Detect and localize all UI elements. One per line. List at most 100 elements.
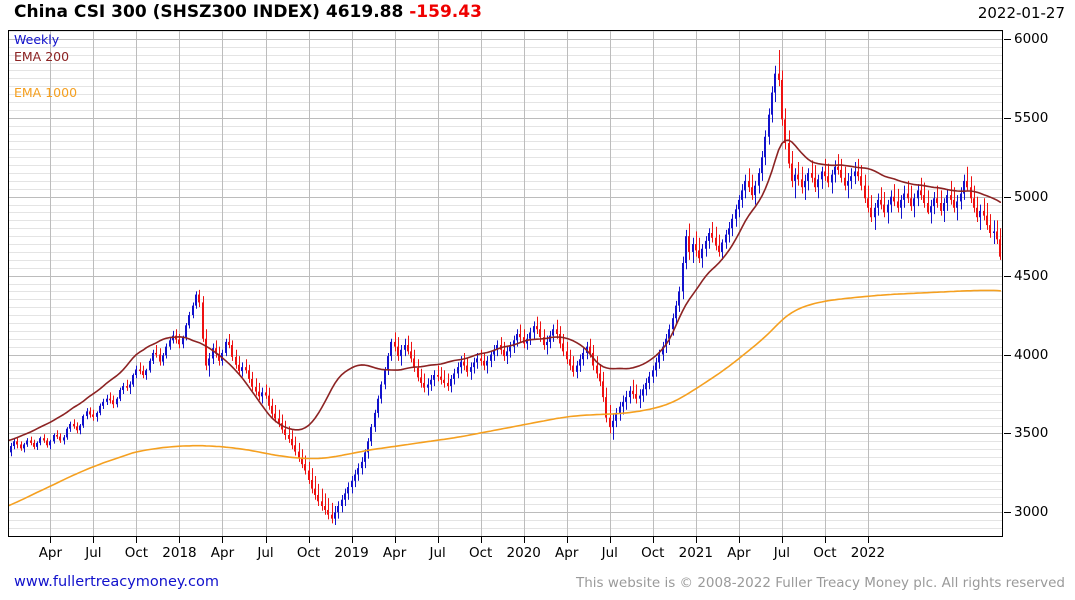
candlestick-series — [10, 49, 1001, 525]
candle-body — [652, 370, 654, 377]
candle-body — [470, 367, 472, 372]
candle-body — [973, 198, 975, 208]
plot-area[interactable] — [8, 30, 1003, 537]
vertical-gridlines — [50, 31, 869, 536]
candle-body — [986, 215, 988, 226]
y-tick-mark — [1004, 433, 1011, 435]
candle-body — [801, 179, 803, 188]
y-tick-label: 3000 — [1014, 504, 1049, 521]
candle-body — [708, 233, 710, 241]
candle-body — [569, 359, 571, 366]
candle-body — [509, 346, 511, 352]
x-tick-label: Oct — [296, 545, 321, 561]
y-tick-mark — [1004, 196, 1011, 198]
y-axis: 3000 3500 4000 4500 5000 5500 6000 — [1004, 30, 1074, 537]
candle-body — [695, 244, 697, 251]
candle-body — [142, 371, 144, 376]
candle-body — [979, 210, 981, 218]
candle-body — [231, 345, 233, 357]
candle-body — [241, 367, 243, 372]
candle-body — [92, 414, 94, 417]
candle-body — [63, 437, 65, 441]
candle-body — [609, 417, 611, 428]
candle-body — [420, 377, 422, 383]
candle-body — [327, 509, 329, 515]
candle-body — [341, 499, 343, 507]
site-url-link[interactable]: www.fullertreacymoney.com — [14, 574, 219, 590]
y-tick-label: 5500 — [1014, 109, 1049, 126]
x-tick-mark — [266, 537, 267, 543]
candle-body — [662, 346, 664, 355]
candle-body — [519, 334, 521, 338]
candle-body — [480, 358, 482, 361]
candle-body — [748, 180, 750, 188]
candle-body — [443, 379, 445, 383]
x-tick-mark — [825, 537, 826, 543]
candle-body — [149, 360, 151, 371]
price-chart-svg — [9, 31, 1002, 536]
candle-body — [672, 318, 674, 330]
candle-body — [235, 356, 237, 365]
x-tick-label: 2022 — [850, 545, 886, 561]
candle-body — [182, 337, 184, 345]
y-tick-label: 6000 — [1014, 30, 1049, 47]
candle-body — [761, 157, 763, 174]
x-tick-mark — [352, 537, 353, 543]
candle-body — [920, 190, 922, 196]
x-tick-label: 2019 — [334, 545, 369, 561]
candle-body — [572, 365, 574, 372]
candle-body — [238, 364, 240, 372]
candle-body — [506, 351, 508, 357]
candle-body — [351, 480, 353, 488]
candle-body — [658, 354, 660, 363]
candle-body — [930, 206, 932, 213]
candle-body — [321, 501, 323, 507]
candle-body — [294, 445, 296, 452]
candle-body — [682, 262, 684, 292]
candle-body — [648, 376, 650, 383]
candle-body — [625, 397, 627, 402]
candle-body — [758, 173, 760, 186]
candle-body — [791, 163, 793, 181]
candle-body — [380, 384, 382, 399]
candle-body — [698, 250, 700, 259]
candle-body — [43, 438, 45, 441]
candle-body — [907, 193, 909, 199]
candle-body — [36, 442, 38, 447]
candle-body — [688, 236, 690, 252]
candle-body — [73, 423, 75, 427]
candle-body — [69, 423, 71, 429]
candle-body — [645, 382, 647, 390]
candle-body — [860, 176, 862, 186]
instrument-name: China CSI 300 (SHSZ300 INDEX) — [14, 2, 320, 22]
x-tick-mark — [524, 537, 525, 543]
candle-body — [291, 438, 293, 446]
x-tick-label: 2021 — [678, 545, 713, 561]
y-tick-mark — [1004, 38, 1011, 40]
candle-body — [771, 92, 773, 115]
candle-body — [86, 411, 88, 417]
candle-body — [390, 341, 392, 357]
candle-body — [844, 177, 846, 186]
candle-body — [466, 365, 468, 372]
candle-body — [840, 169, 842, 178]
candle-body — [536, 326, 538, 330]
candle-body — [913, 198, 915, 207]
candle-body — [814, 177, 816, 188]
candle-body — [112, 400, 114, 405]
x-tick-mark — [309, 537, 310, 543]
x-tick-mark — [739, 537, 740, 543]
candle-body — [678, 291, 680, 306]
candle-body — [874, 207, 876, 218]
candle-body — [447, 382, 449, 387]
candle-body — [897, 201, 899, 208]
x-tick-mark — [136, 537, 137, 543]
candle-body — [218, 353, 220, 361]
candle-body — [337, 506, 339, 513]
candle-body — [394, 341, 396, 347]
candle-body — [599, 373, 601, 382]
ema-line-ema-1000 — [9, 289, 1002, 507]
candle-body — [903, 193, 905, 200]
candle-body — [966, 180, 968, 188]
candle-body — [268, 395, 270, 406]
